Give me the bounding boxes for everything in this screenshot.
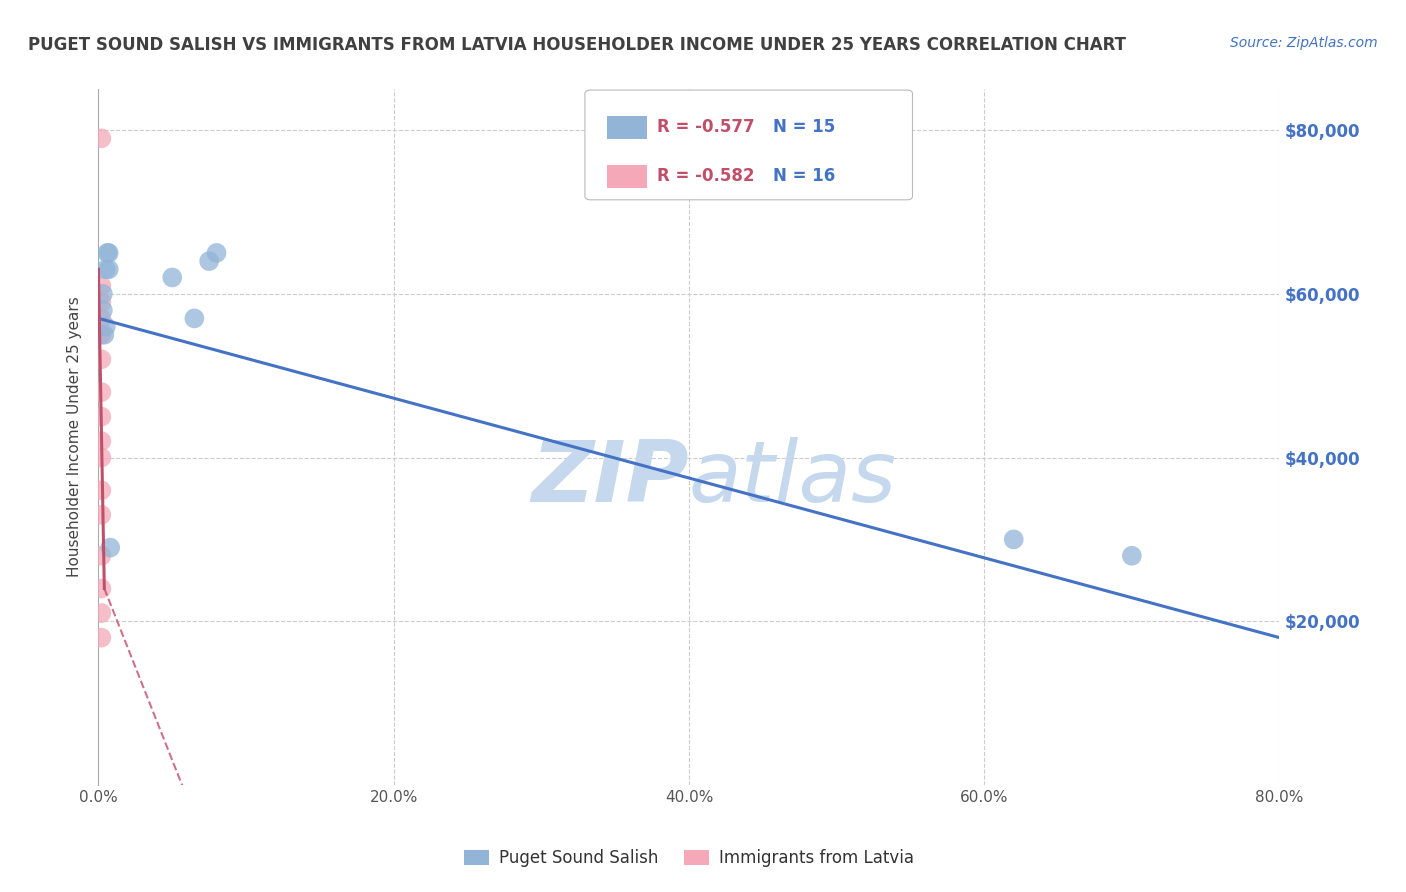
Point (90, 508, 112, 522)
Point (90, 278, 112, 293)
Text: R = -0.577: R = -0.577 (657, 118, 754, 136)
Text: N = 16: N = 16 (773, 167, 835, 186)
Text: PUGET SOUND SALISH VS IMMIGRANTS FROM LATVIA HOUSEHOLDER INCOME UNDER 25 YEARS C: PUGET SOUND SALISH VS IMMIGRANTS FROM LA… (28, 36, 1126, 54)
Point (90, 327, 112, 342)
Point (162, 270, 183, 285)
Point (1121, 549, 1143, 563)
Text: ZIP: ZIP (531, 437, 689, 520)
Point (198, 254, 221, 268)
Point (94, 262, 117, 277)
Point (90, 450, 112, 465)
Point (1002, 533, 1025, 547)
Point (90, 606, 112, 620)
Point (93, 327, 115, 342)
Point (90, 295, 112, 310)
Point (90, 434, 112, 449)
Point (94, 319, 117, 334)
Text: atlas: atlas (689, 437, 897, 520)
Text: Source: ZipAtlas.com: Source: ZipAtlas.com (1230, 36, 1378, 50)
Point (90, 352, 112, 367)
Point (98, 541, 121, 555)
Point (90, 483, 112, 498)
Point (96, 246, 118, 260)
Text: R = -0.582: R = -0.582 (657, 167, 754, 186)
Legend: Puget Sound Salish, Immigrants from Latvia: Puget Sound Salish, Immigrants from Latv… (457, 843, 921, 874)
Point (97, 246, 120, 260)
Point (183, 311, 205, 326)
Text: N = 15: N = 15 (773, 118, 835, 136)
Point (90, 549, 112, 563)
Y-axis label: Householder Income Under 25 years: Householder Income Under 25 years (67, 297, 83, 577)
Point (90, 409, 112, 424)
Point (90, 385, 112, 400)
Point (90, 582, 112, 596)
Point (91, 286, 114, 301)
Point (205, 246, 228, 260)
Point (97, 262, 120, 277)
Point (90, 311, 112, 326)
Point (90, 631, 112, 645)
Point (91, 303, 114, 318)
Point (90, 131, 112, 145)
